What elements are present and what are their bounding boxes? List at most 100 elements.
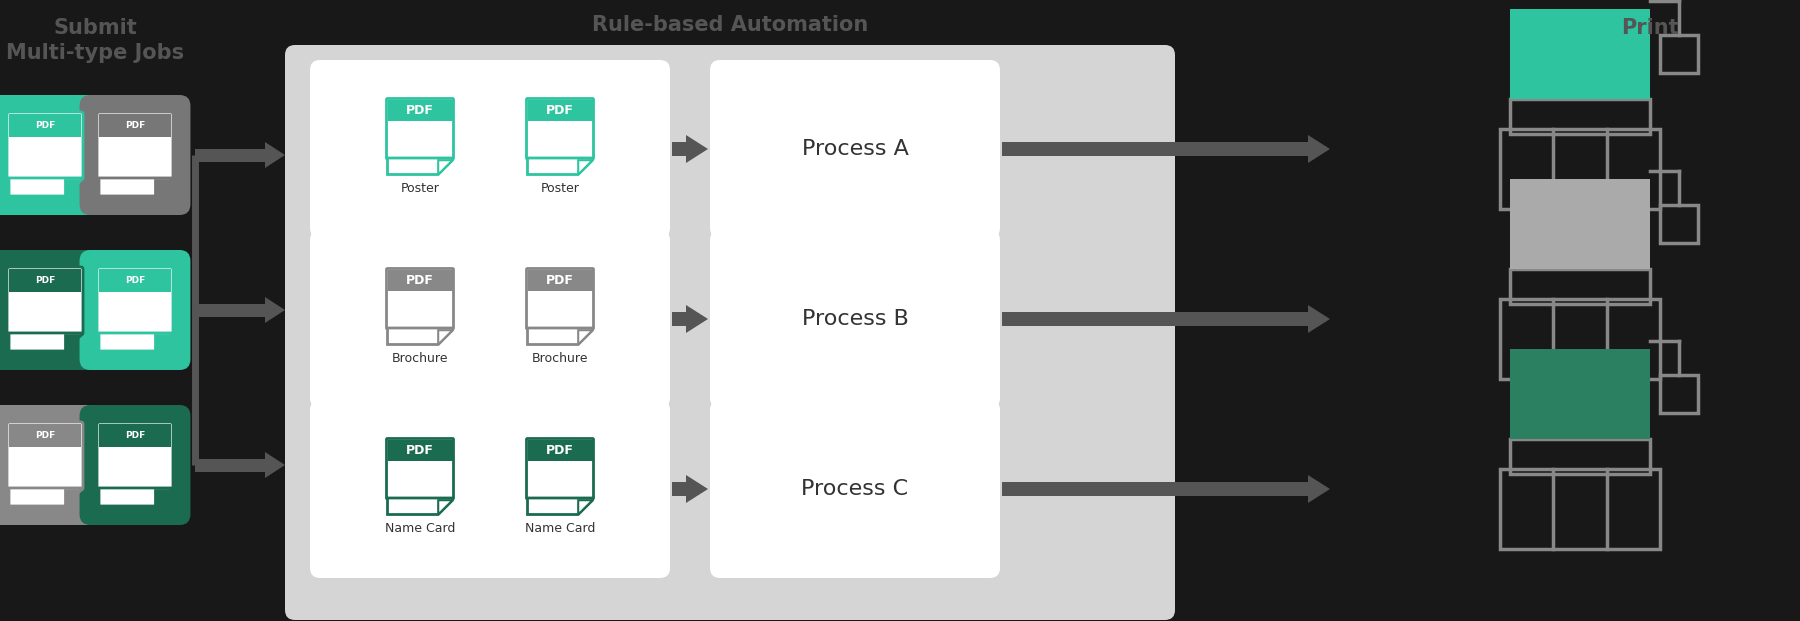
Text: Process B: Process B — [801, 309, 909, 329]
Bar — [9, 269, 81, 292]
Bar — [527, 270, 592, 291]
Text: PDF: PDF — [124, 121, 146, 130]
Polygon shape — [527, 158, 592, 175]
FancyBboxPatch shape — [7, 112, 83, 180]
Bar — [99, 424, 171, 447]
FancyBboxPatch shape — [387, 438, 454, 499]
Text: PDF: PDF — [34, 431, 56, 440]
Bar — [671, 482, 686, 496]
Bar — [387, 440, 452, 461]
Text: Poster: Poster — [401, 183, 439, 196]
FancyBboxPatch shape — [0, 95, 101, 215]
Polygon shape — [437, 500, 452, 515]
Text: PDF: PDF — [407, 443, 434, 456]
Bar — [671, 142, 686, 156]
FancyBboxPatch shape — [526, 99, 594, 159]
Bar — [387, 270, 452, 291]
Polygon shape — [265, 452, 284, 478]
Polygon shape — [387, 158, 452, 175]
Bar — [1510, 349, 1651, 439]
FancyBboxPatch shape — [97, 422, 173, 490]
FancyBboxPatch shape — [310, 400, 670, 578]
Polygon shape — [437, 330, 452, 345]
FancyBboxPatch shape — [79, 405, 191, 525]
FancyBboxPatch shape — [0, 405, 101, 525]
Bar — [1660, 35, 1697, 73]
Polygon shape — [65, 490, 81, 506]
Polygon shape — [686, 305, 707, 333]
Bar — [1660, 375, 1697, 413]
Text: Name Card: Name Card — [526, 522, 596, 535]
Text: Name Card: Name Card — [385, 522, 455, 535]
Polygon shape — [437, 160, 452, 175]
Polygon shape — [155, 490, 171, 506]
Bar — [1660, 205, 1697, 243]
Bar — [1499, 299, 1660, 379]
Text: Brochure: Brochure — [392, 353, 448, 366]
Polygon shape — [1309, 475, 1330, 503]
FancyBboxPatch shape — [79, 250, 191, 370]
Text: PDF: PDF — [545, 273, 574, 286]
FancyBboxPatch shape — [387, 99, 454, 159]
Text: Rule-based Automation: Rule-based Automation — [592, 15, 868, 35]
Text: Submit
Multi-type Jobs: Submit Multi-type Jobs — [5, 18, 184, 63]
Bar — [1499, 469, 1660, 549]
Polygon shape — [155, 335, 171, 351]
Text: PDF: PDF — [407, 104, 434, 117]
FancyBboxPatch shape — [526, 438, 594, 499]
Bar — [194, 304, 265, 317]
Bar — [99, 114, 171, 137]
Polygon shape — [527, 498, 592, 515]
Polygon shape — [155, 180, 171, 196]
Text: PDF: PDF — [124, 276, 146, 285]
Polygon shape — [1309, 305, 1330, 333]
Bar — [1510, 439, 1651, 474]
Bar — [194, 458, 265, 471]
Polygon shape — [65, 335, 81, 351]
Polygon shape — [1309, 135, 1330, 163]
FancyBboxPatch shape — [284, 45, 1175, 620]
FancyBboxPatch shape — [0, 250, 101, 370]
Bar — [1003, 312, 1309, 326]
Polygon shape — [99, 488, 171, 506]
Text: Print: Print — [1622, 18, 1679, 38]
Bar — [1003, 482, 1309, 496]
Polygon shape — [578, 160, 592, 175]
Text: Process C: Process C — [801, 479, 909, 499]
FancyBboxPatch shape — [709, 60, 1001, 238]
Polygon shape — [578, 500, 592, 515]
FancyBboxPatch shape — [387, 268, 454, 329]
FancyBboxPatch shape — [310, 230, 670, 408]
Polygon shape — [9, 178, 81, 196]
FancyBboxPatch shape — [97, 112, 173, 180]
Text: Brochure: Brochure — [531, 353, 589, 366]
Polygon shape — [9, 333, 81, 351]
Text: PDF: PDF — [124, 431, 146, 440]
Bar — [1510, 9, 1651, 99]
Polygon shape — [265, 142, 284, 168]
Polygon shape — [9, 488, 81, 506]
FancyBboxPatch shape — [79, 95, 191, 215]
FancyBboxPatch shape — [97, 267, 173, 335]
Bar — [194, 148, 265, 161]
Text: PDF: PDF — [545, 443, 574, 456]
Bar — [527, 99, 592, 120]
FancyBboxPatch shape — [709, 230, 1001, 408]
Polygon shape — [686, 135, 707, 163]
FancyBboxPatch shape — [7, 267, 83, 335]
Bar — [1499, 129, 1660, 209]
Polygon shape — [265, 297, 284, 323]
Text: PDF: PDF — [407, 273, 434, 286]
Bar — [1510, 269, 1651, 304]
FancyBboxPatch shape — [526, 268, 594, 329]
FancyBboxPatch shape — [709, 400, 1001, 578]
Polygon shape — [578, 330, 592, 345]
Text: PDF: PDF — [34, 276, 56, 285]
Bar — [1510, 99, 1651, 134]
Bar — [1510, 179, 1651, 269]
Bar — [1003, 142, 1309, 156]
Polygon shape — [527, 328, 592, 345]
Bar — [9, 114, 81, 137]
Bar — [527, 440, 592, 461]
FancyBboxPatch shape — [310, 60, 670, 238]
